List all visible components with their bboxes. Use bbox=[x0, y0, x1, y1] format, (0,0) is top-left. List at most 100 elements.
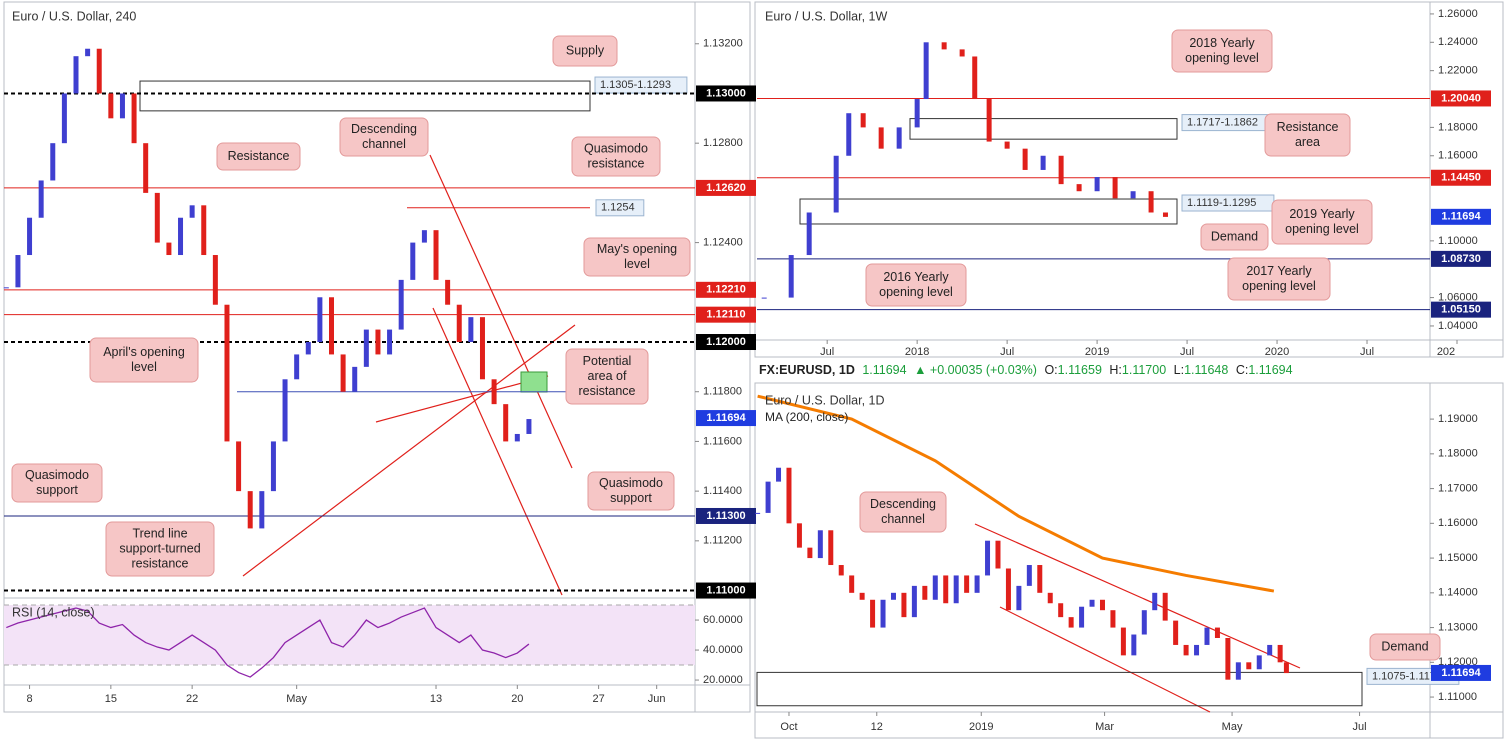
candle bbox=[270, 441, 276, 492]
candle bbox=[212, 255, 218, 305]
candle bbox=[1194, 644, 1200, 656]
candle bbox=[387, 329, 393, 355]
y-tick-label: 1.06000 bbox=[1438, 291, 1478, 303]
zone-box bbox=[799, 198, 1178, 225]
zone-label: 1.1075-1.1171 bbox=[1372, 670, 1442, 682]
candle bbox=[1235, 662, 1241, 680]
candle bbox=[201, 205, 207, 256]
callout-text: resistance bbox=[132, 556, 189, 570]
candle bbox=[294, 354, 300, 380]
x-tick-label: 13 bbox=[430, 693, 442, 705]
candle bbox=[985, 540, 991, 576]
candle bbox=[941, 42, 947, 50]
candle bbox=[776, 467, 782, 482]
callout bbox=[339, 117, 429, 157]
level-label-box bbox=[696, 179, 756, 196]
level-label-box bbox=[1431, 664, 1491, 681]
x-tick-label: 12 bbox=[871, 721, 883, 733]
channel-line bbox=[429, 154, 573, 469]
level-label-box bbox=[1431, 250, 1491, 267]
callout-text: area of bbox=[588, 369, 627, 383]
x-tick-label: 2019 bbox=[969, 721, 993, 733]
candle bbox=[964, 575, 970, 593]
candle bbox=[131, 93, 137, 144]
candle bbox=[236, 441, 242, 492]
candle bbox=[1277, 644, 1283, 663]
candle bbox=[786, 467, 792, 524]
zone-box bbox=[139, 80, 591, 112]
x-tick-label: Jul bbox=[1360, 346, 1374, 358]
candle bbox=[224, 304, 230, 442]
candle bbox=[765, 481, 771, 513]
quote-value: 1.11648 bbox=[1184, 363, 1228, 377]
callout bbox=[105, 521, 215, 577]
y-tick-label: 1.11800 bbox=[703, 386, 742, 398]
callout-text: Quasimodo bbox=[584, 141, 648, 155]
x-tick-label: Mar bbox=[1095, 721, 1114, 733]
candle bbox=[317, 297, 323, 343]
x-tick-label: May bbox=[1222, 721, 1243, 733]
y-tick-label: 1.22000 bbox=[1438, 65, 1478, 77]
zone-label: 1.1119-1.1295 bbox=[1187, 197, 1256, 209]
candle bbox=[1005, 568, 1011, 611]
callout bbox=[216, 142, 301, 171]
y-tick-label: 20.0000 bbox=[703, 674, 743, 686]
candle bbox=[1016, 585, 1022, 611]
x-tick-label: Oct bbox=[780, 721, 797, 733]
rsi-band bbox=[4, 605, 695, 666]
zone-box bbox=[909, 118, 1178, 140]
candle bbox=[143, 143, 149, 193]
candle bbox=[340, 354, 346, 392]
level-label-box bbox=[696, 582, 756, 599]
panel-title: Euro / U.S. Dollar, 240 bbox=[12, 9, 136, 23]
y-tick-label: 1.11600 bbox=[703, 435, 742, 447]
candle bbox=[1256, 655, 1262, 670]
callout-text: opening level bbox=[1285, 222, 1359, 236]
candle bbox=[96, 48, 102, 94]
candle bbox=[943, 575, 949, 604]
callout-text: 2018 Yearly bbox=[1189, 36, 1255, 50]
callout-text: May's opening bbox=[597, 242, 677, 256]
callout bbox=[1227, 257, 1331, 301]
candle bbox=[1089, 599, 1095, 607]
level-label: 1.12620 bbox=[706, 182, 746, 194]
candle bbox=[38, 180, 44, 218]
candle bbox=[1058, 155, 1064, 185]
candle bbox=[352, 366, 358, 392]
candle bbox=[456, 304, 462, 343]
level-label-box bbox=[696, 334, 756, 351]
quote-value: 1.11659 bbox=[1058, 363, 1102, 377]
level-label-box bbox=[696, 281, 756, 298]
panel-frame bbox=[3, 1, 751, 713]
candle bbox=[1022, 148, 1028, 170]
level-label: 1.11000 bbox=[706, 584, 745, 596]
y-tick-label: 1.13000 bbox=[1438, 621, 1478, 633]
drawings bbox=[242, 154, 1301, 713]
quote-field: O: bbox=[1044, 363, 1057, 377]
callout-text: opening level bbox=[1242, 279, 1316, 293]
candle bbox=[1214, 627, 1220, 638]
level-label: 1.11694 bbox=[706, 412, 746, 424]
candle bbox=[15, 255, 21, 288]
candle bbox=[526, 419, 532, 434]
candle bbox=[3, 287, 9, 289]
candle bbox=[806, 212, 812, 256]
callout-text: support bbox=[36, 483, 78, 497]
candle bbox=[433, 230, 439, 280]
candle bbox=[1267, 644, 1273, 656]
candle bbox=[479, 317, 485, 380]
callout-text: Potential bbox=[583, 354, 632, 368]
level-label-box bbox=[1431, 169, 1491, 186]
level-label: 1.11694 bbox=[1441, 667, 1481, 679]
y-tick-label: 1.10000 bbox=[1438, 235, 1478, 247]
candle bbox=[119, 93, 125, 119]
panel-frame bbox=[754, 1, 1504, 358]
callout-text: Descending bbox=[351, 122, 417, 136]
level-label: 1.08730 bbox=[1441, 253, 1481, 265]
callout-text: Resistance bbox=[1277, 120, 1339, 134]
x-tick-label: 20 bbox=[511, 693, 523, 705]
candle bbox=[901, 592, 907, 618]
candle bbox=[807, 547, 813, 559]
callout-text: level bbox=[131, 360, 157, 374]
candle bbox=[878, 127, 884, 149]
